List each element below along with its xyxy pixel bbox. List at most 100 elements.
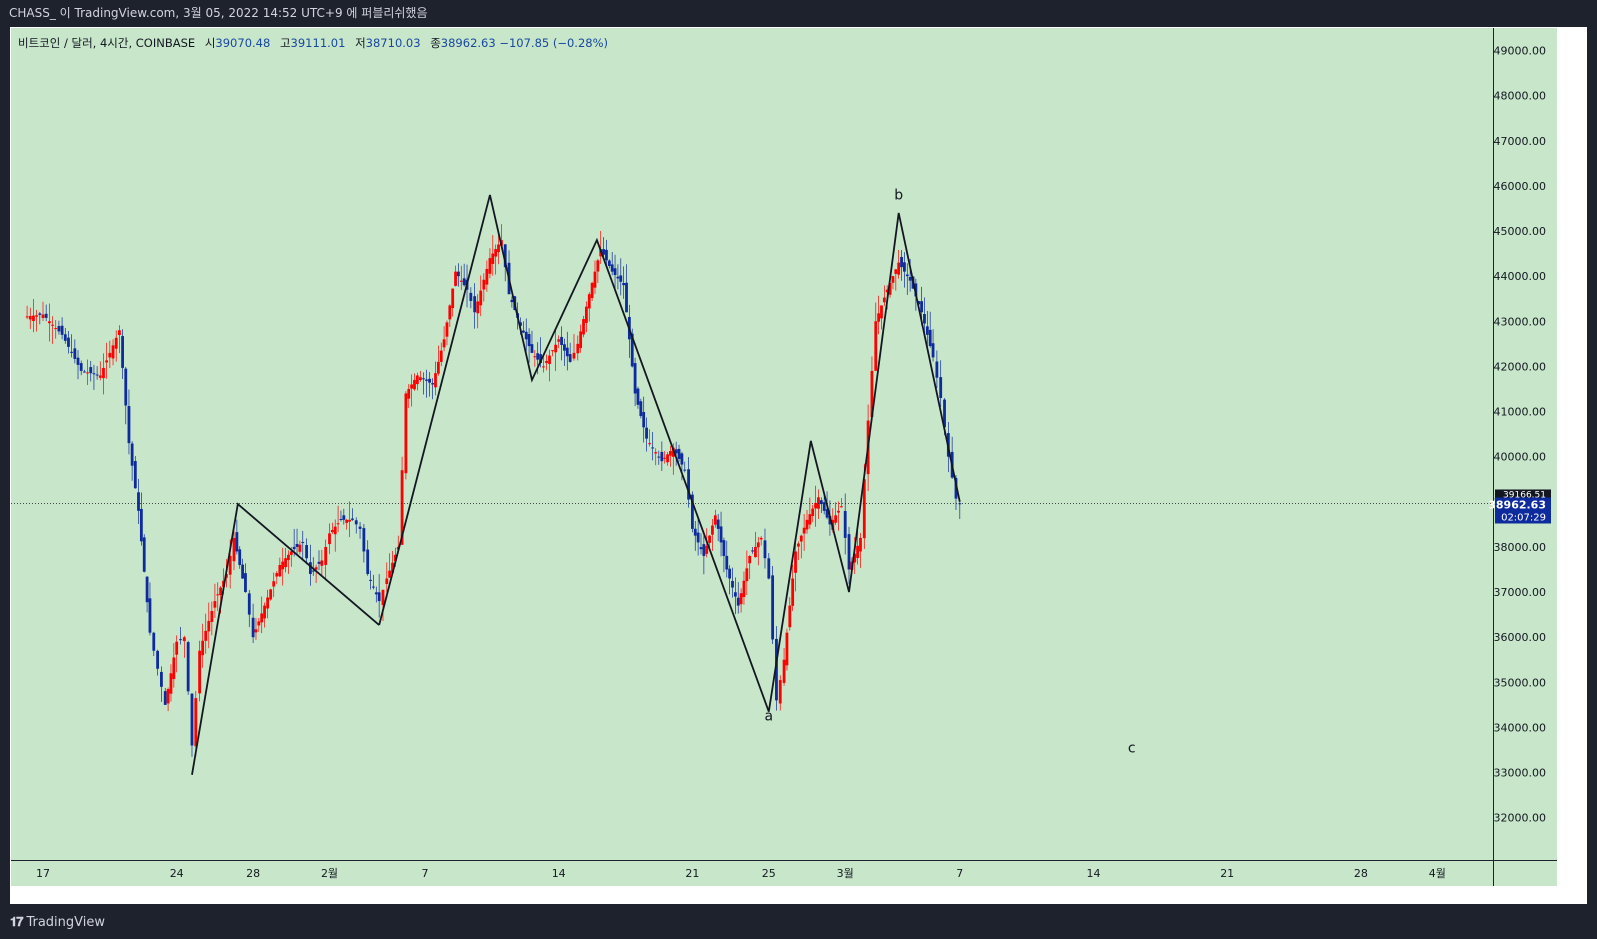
candle-body xyxy=(751,550,754,552)
candle-body xyxy=(434,373,437,388)
candle-body xyxy=(354,520,358,525)
candle-body xyxy=(210,611,214,622)
candle-body xyxy=(497,244,500,253)
wave-label: b xyxy=(894,187,903,203)
candle-body xyxy=(38,313,42,315)
candle-body xyxy=(674,449,678,454)
x-tick-label: 2월 xyxy=(321,867,338,880)
candle-body xyxy=(510,299,514,303)
publish-text: CHASS_ 이 TradingView.com, 3월 05, 2022 14… xyxy=(9,6,428,20)
legend-symbol[interactable]: 비트코인 / 달러, 4시간, COINBASE xyxy=(18,36,196,50)
candle-body xyxy=(657,456,661,458)
candle-body xyxy=(619,275,623,282)
candle-body xyxy=(54,328,58,330)
candle-body xyxy=(699,547,703,550)
candle-body xyxy=(374,592,378,595)
y-tick-label: 40000.00 xyxy=(1494,451,1547,464)
candle-body xyxy=(908,277,912,281)
candle-body xyxy=(260,613,264,623)
candle-body xyxy=(98,375,102,378)
legend-low-label: 저 xyxy=(355,36,366,50)
candle-body xyxy=(454,271,457,286)
candle-body xyxy=(748,555,752,564)
candle-body xyxy=(309,562,312,575)
candle-body xyxy=(799,535,803,542)
candle-body xyxy=(216,594,220,596)
candle-body xyxy=(44,313,48,318)
candle-body xyxy=(263,605,266,619)
candle-body xyxy=(127,406,131,444)
candle-body xyxy=(880,305,883,319)
candle-body xyxy=(400,470,404,545)
candle-body xyxy=(41,314,45,318)
legend-open-label: 시 xyxy=(204,36,216,50)
y-tick-label: 49000.00 xyxy=(1494,45,1547,58)
candle-body xyxy=(348,519,351,522)
candle-body xyxy=(431,383,435,385)
brand-text: TradingView xyxy=(26,914,106,930)
candle-body xyxy=(877,313,881,322)
candle-body xyxy=(548,355,551,364)
candle-body xyxy=(393,554,397,562)
candle-body xyxy=(733,592,737,597)
last-price-badge xyxy=(1495,497,1551,524)
candle-body xyxy=(897,262,901,275)
candle-body xyxy=(680,453,684,465)
candle-body xyxy=(554,344,558,353)
candle-body xyxy=(342,515,346,520)
candle-body xyxy=(152,632,156,651)
candle-body xyxy=(797,543,800,547)
candle-body xyxy=(320,560,324,566)
candle-body xyxy=(32,315,35,321)
candle-body xyxy=(404,393,408,474)
y-tick-label: 42000.00 xyxy=(1494,360,1547,373)
candle-body xyxy=(731,580,734,588)
candle-body xyxy=(856,545,860,558)
candle-body xyxy=(590,282,594,298)
candle-body xyxy=(254,629,258,633)
prev-price-label: 39166.51 xyxy=(1503,490,1546,500)
candle-body xyxy=(186,642,190,692)
candle-body xyxy=(301,542,305,544)
candle-body xyxy=(166,689,170,704)
candle-body xyxy=(654,452,658,454)
candle-body xyxy=(696,532,700,543)
candle-body xyxy=(25,316,29,318)
candle-body xyxy=(928,329,932,347)
candle-body xyxy=(328,533,331,545)
candle-body xyxy=(482,279,486,290)
candle-body xyxy=(642,412,646,428)
tradingview-brand[interactable]: 𝟏𝟕 TradingView xyxy=(10,913,105,931)
candle-body xyxy=(683,469,687,471)
legend-close: 38962.63 xyxy=(440,36,496,50)
candle-body xyxy=(651,447,655,449)
x-tick-label: 14 xyxy=(1087,867,1101,880)
candle-body xyxy=(272,581,276,587)
candle-body xyxy=(388,570,392,578)
candle-body xyxy=(124,368,128,406)
candle-body xyxy=(536,353,540,360)
candle-body xyxy=(369,579,372,581)
candle-body xyxy=(636,388,640,405)
candle-body xyxy=(244,573,247,593)
candle-body xyxy=(814,502,817,509)
candle-body xyxy=(645,427,648,439)
candle-body xyxy=(828,516,832,525)
candle-body xyxy=(448,305,452,320)
candle-body xyxy=(425,379,428,381)
candle-body xyxy=(366,549,370,575)
candle-body xyxy=(802,527,806,534)
candle-body xyxy=(607,260,611,266)
candle-body xyxy=(428,378,431,383)
candle-body xyxy=(86,372,89,374)
candle-body xyxy=(292,546,296,550)
candle-body xyxy=(648,443,652,445)
candle-body xyxy=(137,492,140,511)
candle-body xyxy=(163,691,167,705)
candle-body xyxy=(579,331,583,348)
candle-body xyxy=(82,371,86,373)
footer-bar: 𝟏𝟕 TradingView xyxy=(0,904,1597,939)
candle-body xyxy=(663,457,667,459)
candle-body xyxy=(677,448,681,459)
